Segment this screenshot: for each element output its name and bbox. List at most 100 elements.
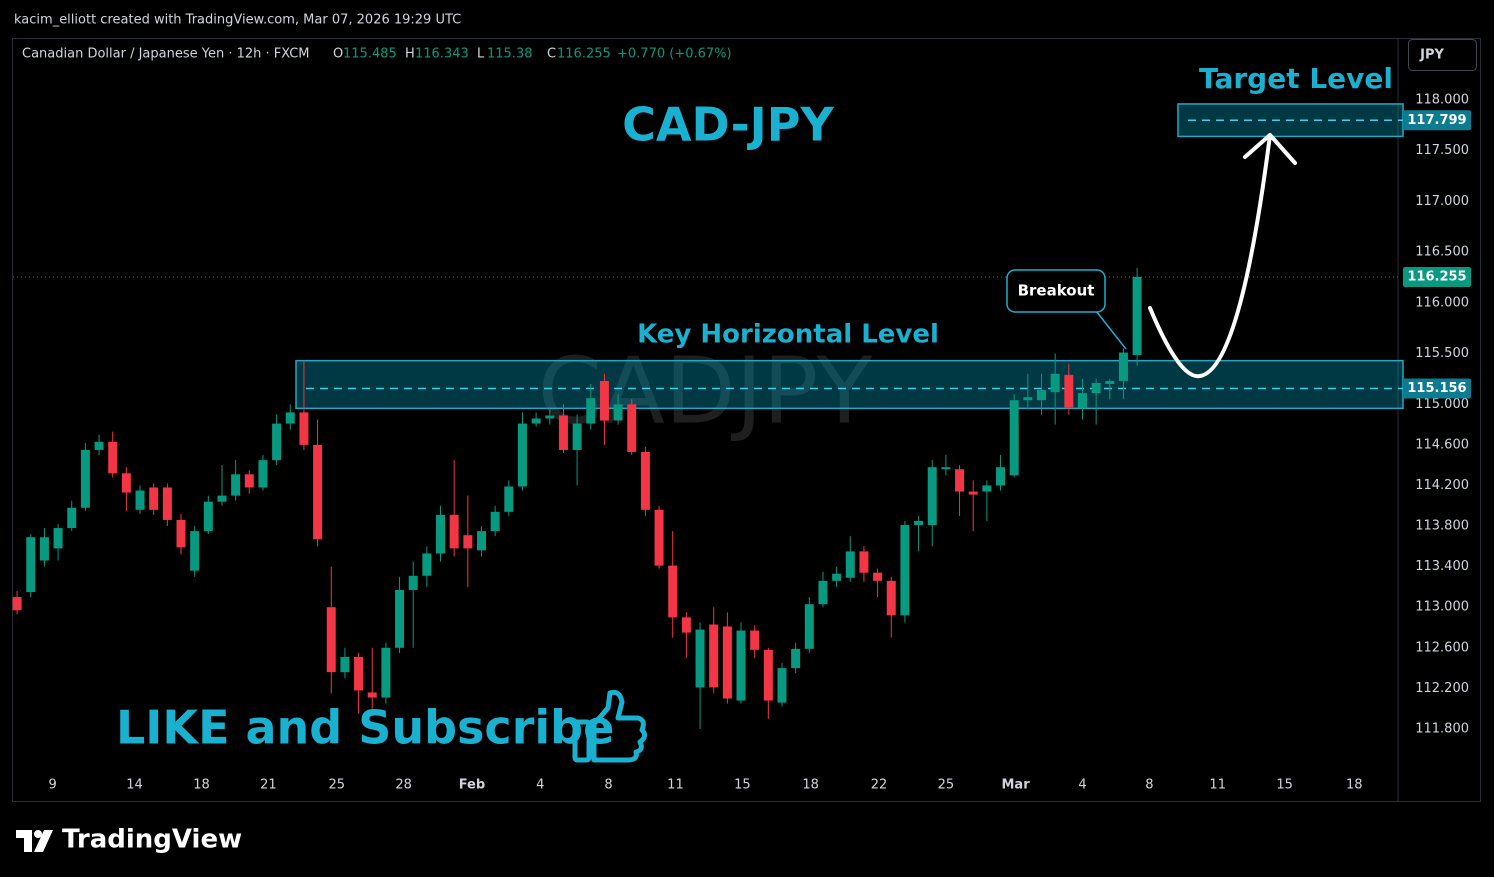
y-tick-label: 117.000 <box>1415 194 1469 209</box>
watermark: CADJPY <box>538 337 874 444</box>
x-tick-label: 14 <box>126 778 143 793</box>
y-tick-label: 116.500 <box>1415 245 1469 260</box>
candle-body <box>299 412 309 445</box>
x-tick-label: 9 <box>48 778 56 793</box>
candle-body <box>408 575 418 590</box>
level-name: Target Level <box>1199 62 1393 95</box>
credit: kacim_elliott created with TradingView.c… <box>14 13 461 28</box>
callout-box <box>1006 269 1106 313</box>
candle-body <box>654 509 664 566</box>
candle-body <box>340 656 350 673</box>
candle-body <box>367 692 377 698</box>
chart-title: CAD-JPY <box>622 98 834 152</box>
candle-body <box>1050 373 1060 393</box>
y-tick-label: 113.400 <box>1415 559 1469 574</box>
ohlc-value: 116.343 <box>415 47 469 62</box>
candle-body <box>572 423 582 450</box>
candle-body <box>996 467 1006 486</box>
ohlc-value: 115.485 <box>343 47 397 62</box>
candle-body <box>313 444 323 540</box>
candle-body <box>449 514 459 549</box>
call-to-action: LIKE and Subscribe <box>116 701 614 755</box>
brand: TradingView <box>62 825 242 855</box>
candle-body <box>804 604 814 649</box>
x-tick-label: 18 <box>1346 778 1363 793</box>
candle-body <box>381 647 391 698</box>
candle-body <box>463 535 473 549</box>
y-tick-label: 115.000 <box>1415 397 1469 412</box>
ohlc-value: 115.38 <box>487 47 533 62</box>
candle-body <box>968 491 978 495</box>
y-tick-label: 118.000 <box>1415 92 1469 107</box>
candle-body <box>354 656 364 691</box>
candle-body <box>640 451 650 510</box>
candle-body <box>1105 380 1115 384</box>
candle-body <box>285 412 295 424</box>
candle-body <box>763 649 773 701</box>
y-tick-label: 111.800 <box>1415 721 1469 736</box>
candle-body <box>190 531 200 571</box>
x-tick-label: 25 <box>938 778 955 793</box>
candle-body <box>80 449 90 508</box>
candle-body <box>149 487 159 510</box>
candle-body <box>395 589 405 648</box>
level-price-box <box>1403 378 1471 399</box>
x-tick-label: 8 <box>604 778 612 793</box>
candle-body <box>886 580 896 616</box>
candle-body <box>39 537 49 561</box>
x-tick-label: 15 <box>734 778 751 793</box>
candle-body <box>162 487 172 520</box>
candle-body <box>900 525 910 616</box>
level-price-label: 117.799 <box>1407 113 1466 128</box>
candle-body <box>12 597 22 611</box>
candle-body <box>832 573 842 581</box>
candle-body <box>108 441 118 474</box>
callout-pointer <box>1095 310 1127 350</box>
candle-body <box>859 551 869 573</box>
level-price-box <box>1403 110 1471 131</box>
candle-body <box>326 607 336 673</box>
candle-body <box>258 460 268 488</box>
y-tick-label: 114.600 <box>1415 437 1469 452</box>
current-price-label: 116.255 <box>1407 269 1466 284</box>
candle-body <box>176 519 186 548</box>
y-tick-label: 117.500 <box>1415 143 1469 158</box>
x-tick-label: 22 <box>871 778 888 793</box>
candle-body <box>1037 390 1047 401</box>
candle-body <box>1023 397 1033 401</box>
x-tick-label: 11 <box>1209 778 1226 793</box>
level-zone <box>295 359 1404 410</box>
candle-body <box>695 629 705 688</box>
currency[interactable]: JPY <box>1419 48 1444 63</box>
currency-button[interactable] <box>1408 39 1477 71</box>
candle-body <box>722 626 732 699</box>
candle-body <box>777 668 787 703</box>
candle-body <box>517 423 527 487</box>
candle-body <box>67 507 77 529</box>
level-name: Key Horizontal Level <box>637 320 939 350</box>
x-tick-label: 21 <box>260 778 277 793</box>
candle-body <box>1009 400 1019 476</box>
candle-body <box>750 630 760 650</box>
x-tick-label: 4 <box>1078 778 1086 793</box>
projection-arrowhead <box>1243 133 1297 165</box>
y-tick-label: 114.200 <box>1415 478 1469 493</box>
candle-body <box>476 531 486 551</box>
candle-body <box>26 537 36 592</box>
candle-body <box>941 467 951 470</box>
candle-body <box>1091 382 1101 394</box>
candle-body <box>818 580 828 605</box>
x-tick-label: Feb <box>459 778 485 793</box>
candle-body <box>545 415 555 419</box>
candle-body <box>873 572 883 581</box>
callout-text: Breakout <box>1018 282 1095 300</box>
candle-body <box>490 511 500 532</box>
candle-body <box>668 565 678 618</box>
candle-body <box>1064 374 1074 408</box>
candle-body <box>53 528 63 549</box>
x-tick-label: 15 <box>1276 778 1293 793</box>
candle-body <box>1132 276 1142 356</box>
candle-body <box>709 624 719 688</box>
x-tick-label: Mar <box>1001 778 1030 793</box>
